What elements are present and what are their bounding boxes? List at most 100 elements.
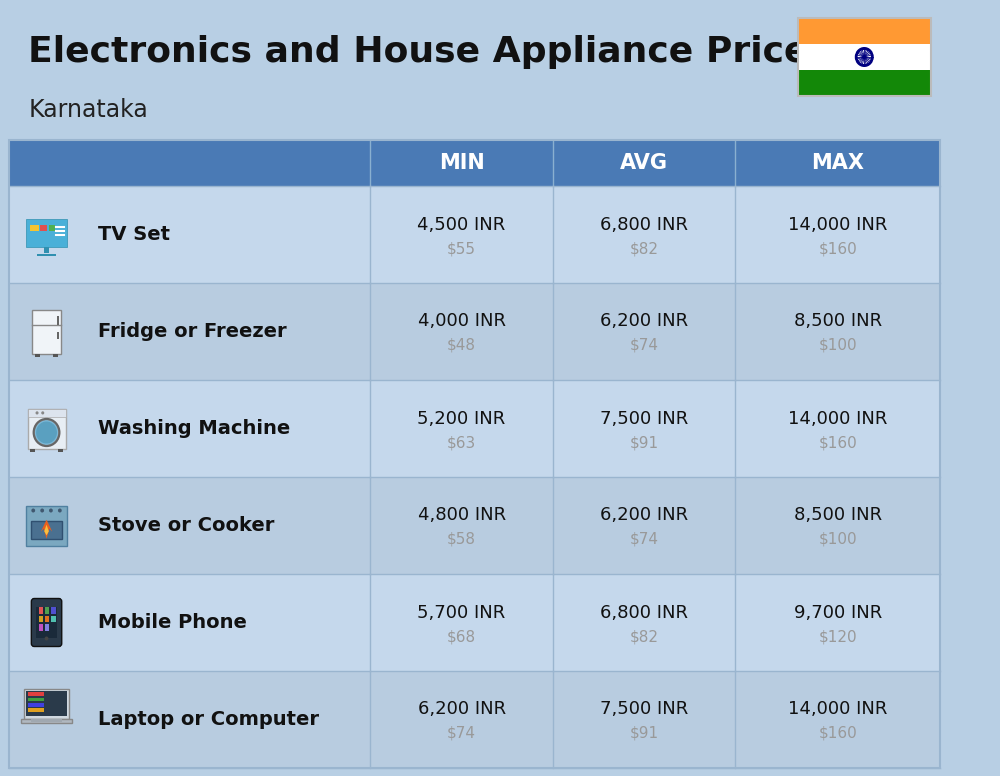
Text: TV Set: TV Set	[98, 225, 170, 244]
Text: $100: $100	[818, 532, 857, 547]
Bar	[28, 698, 44, 702]
Text: 6,200 INR: 6,200 INR	[600, 507, 688, 525]
Bar	[28, 408, 66, 449]
Text: $74: $74	[447, 726, 476, 741]
Text: AVG: AVG	[620, 153, 668, 173]
Bar	[9, 140, 940, 768]
Text: 5,700 INR: 5,700 INR	[417, 604, 506, 622]
Bar	[51, 608, 56, 614]
Bar	[24, 688, 69, 719]
Bar	[44, 247, 49, 252]
Circle shape	[855, 47, 874, 67]
Circle shape	[49, 508, 53, 512]
Bar	[30, 224, 39, 230]
Text: MIN: MIN	[439, 153, 484, 173]
Text: 14,000 INR: 14,000 INR	[788, 216, 887, 234]
Bar	[9, 140, 940, 186]
Text: 5,200 INR: 5,200 INR	[417, 410, 506, 428]
Text: 8,500 INR: 8,500 INR	[794, 507, 882, 525]
Text: $120: $120	[818, 629, 857, 644]
Text: 6,200 INR: 6,200 INR	[600, 313, 688, 331]
Text: 6,800 INR: 6,800 INR	[600, 216, 688, 234]
Bar	[31, 521, 62, 539]
Bar	[45, 625, 49, 631]
Text: Karnataka: Karnataka	[28, 98, 148, 122]
Bar	[28, 692, 44, 696]
Bar	[9, 380, 940, 477]
Bar	[9, 186, 940, 283]
Text: MAX: MAX	[811, 153, 864, 173]
Text: $91: $91	[629, 435, 658, 450]
Bar	[798, 18, 931, 96]
Circle shape	[36, 411, 39, 414]
Text: 7,500 INR: 7,500 INR	[600, 410, 688, 428]
Circle shape	[31, 508, 35, 512]
Text: 9,700 INR: 9,700 INR	[794, 604, 882, 622]
Bar	[37, 254, 56, 256]
Bar	[39, 608, 43, 614]
Text: Stove or Cooker: Stove or Cooker	[98, 516, 274, 535]
Text: $55: $55	[447, 241, 476, 256]
Text: Fridge or Freezer: Fridge or Freezer	[98, 322, 286, 341]
Bar	[21, 719, 72, 723]
Bar	[798, 44, 931, 70]
Text: Laptop or Computer: Laptop or Computer	[98, 710, 319, 729]
Text: $58: $58	[447, 532, 476, 547]
Polygon shape	[41, 520, 52, 539]
Bar	[53, 354, 58, 357]
Text: 8,500 INR: 8,500 INR	[794, 313, 882, 331]
Polygon shape	[44, 525, 49, 535]
Bar	[49, 224, 55, 230]
Text: 14,000 INR: 14,000 INR	[788, 410, 887, 428]
Text: $74: $74	[629, 338, 658, 353]
Bar	[58, 449, 63, 452]
Text: Washing Machine: Washing Machine	[98, 419, 290, 438]
Circle shape	[36, 421, 57, 444]
Text: $68: $68	[447, 629, 476, 644]
Bar	[36, 607, 57, 638]
Text: $160: $160	[818, 726, 857, 741]
Bar	[28, 703, 44, 707]
Text: Electronics and House Appliance Prices: Electronics and House Appliance Prices	[28, 35, 830, 69]
Bar	[798, 18, 931, 44]
Bar	[39, 616, 43, 622]
Circle shape	[40, 508, 44, 512]
Text: $74: $74	[629, 532, 658, 547]
Circle shape	[34, 420, 59, 445]
Bar	[28, 708, 44, 712]
Bar	[32, 310, 61, 354]
Text: $82: $82	[629, 629, 658, 644]
Bar	[31, 719, 62, 722]
Circle shape	[862, 55, 866, 59]
Bar	[9, 574, 940, 671]
FancyBboxPatch shape	[31, 598, 62, 646]
Bar	[9, 477, 940, 574]
Bar	[30, 449, 35, 452]
Bar	[57, 316, 59, 324]
Bar	[9, 671, 940, 768]
Circle shape	[858, 50, 871, 64]
Text: Mobile Phone: Mobile Phone	[98, 613, 247, 632]
Bar	[26, 219, 67, 247]
Text: 14,000 INR: 14,000 INR	[788, 701, 887, 719]
Text: $48: $48	[447, 338, 476, 353]
Text: 4,800 INR: 4,800 INR	[418, 507, 506, 525]
Bar	[28, 408, 66, 417]
Text: $82: $82	[629, 241, 658, 256]
Bar	[35, 354, 40, 357]
Bar	[40, 224, 47, 230]
Bar	[45, 616, 49, 622]
Bar	[26, 505, 67, 546]
Text: 7,500 INR: 7,500 INR	[600, 701, 688, 719]
Bar	[798, 70, 931, 96]
Bar	[57, 332, 59, 338]
Text: 4,500 INR: 4,500 INR	[417, 216, 506, 234]
Text: $100: $100	[818, 338, 857, 353]
Bar	[51, 616, 56, 622]
Circle shape	[45, 636, 48, 640]
Text: $63: $63	[447, 435, 476, 450]
Bar	[9, 283, 940, 380]
Bar	[45, 608, 49, 614]
Circle shape	[41, 411, 44, 414]
Text: $91: $91	[629, 726, 658, 741]
